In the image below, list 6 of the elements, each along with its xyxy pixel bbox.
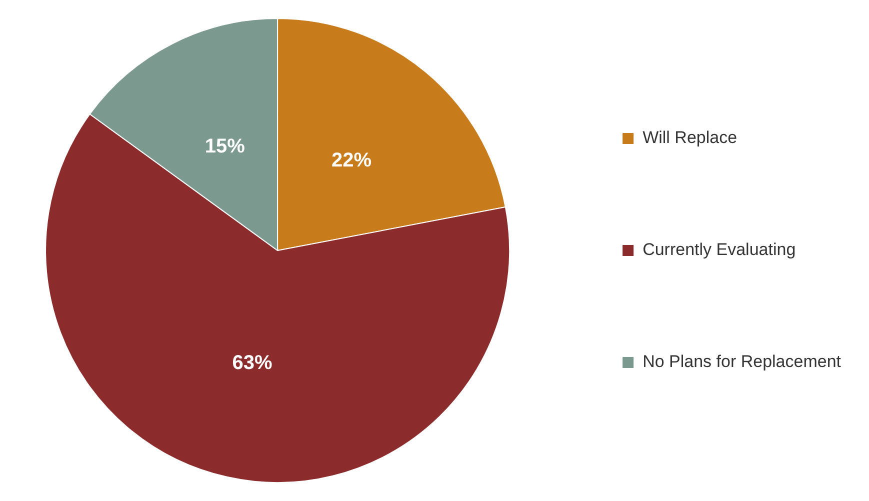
legend-label: Will Replace	[642, 128, 738, 148]
data-label: 22%	[331, 150, 372, 172]
data-label: 63%	[232, 352, 272, 374]
legend-label: No Plans for Replacement	[642, 352, 842, 372]
data-label: 15%	[204, 136, 246, 158]
legend-label: Currently Evaluating	[642, 240, 796, 260]
